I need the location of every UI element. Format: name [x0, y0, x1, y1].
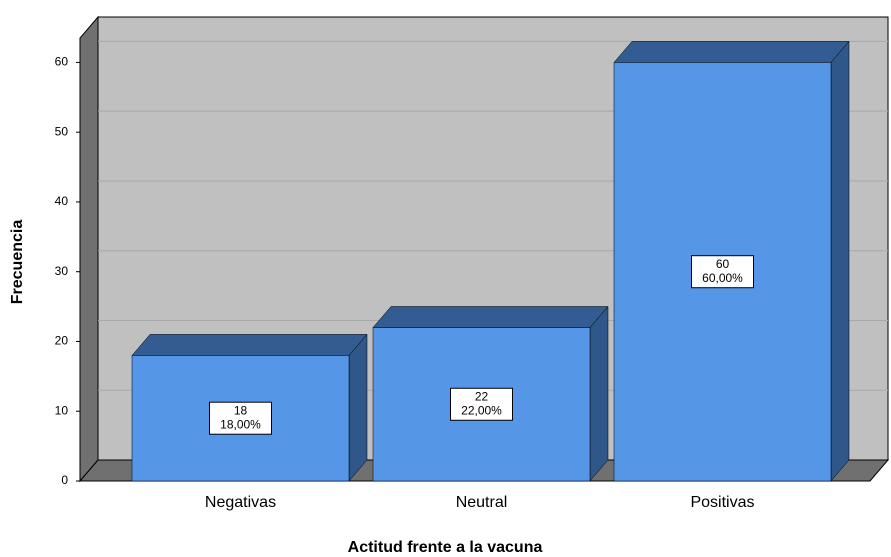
bar-top	[131, 334, 368, 356]
y-tick-label: 20	[55, 334, 69, 348]
x-tick-label: Neutral	[456, 494, 508, 511]
bar-top	[613, 41, 850, 63]
y-tick-label: 30	[55, 264, 69, 278]
data-label-percent: 22,00%	[461, 403, 502, 417]
x-axis-title: Actitud frente a la vacuna	[348, 539, 543, 556]
data-label-box	[450, 387, 513, 421]
bar-side	[348, 333, 368, 482]
y-tick-label: 10	[55, 403, 69, 417]
data-label-box	[209, 401, 272, 435]
x-tick-label: Positivas	[690, 494, 754, 511]
y-tick-label: 60	[55, 55, 69, 69]
y-tick-label: 0	[61, 473, 68, 487]
bar-top	[372, 306, 609, 328]
bar-side	[589, 305, 609, 482]
data-label: 22	[475, 389, 489, 403]
y-tick-label: 50	[55, 124, 69, 138]
data-label: 18	[234, 403, 248, 417]
x-tick-label: Negativas	[205, 494, 276, 511]
y-tick-label: 40	[55, 194, 69, 208]
data-label-box	[691, 255, 754, 289]
bar-side	[830, 40, 850, 482]
y-axis-title: Frecuencia	[9, 220, 26, 305]
data-label-percent: 60,00%	[702, 271, 743, 285]
data-label-percent: 18,00%	[220, 417, 261, 431]
data-label: 60	[716, 257, 730, 271]
left-wall	[79, 15, 99, 483]
